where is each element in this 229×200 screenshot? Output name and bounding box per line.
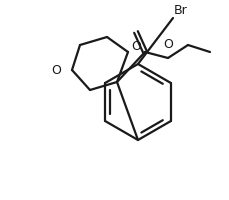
Text: O: O	[131, 40, 140, 53]
Text: O: O	[51, 64, 61, 76]
Text: O: O	[162, 38, 172, 51]
Text: Br: Br	[173, 4, 187, 17]
